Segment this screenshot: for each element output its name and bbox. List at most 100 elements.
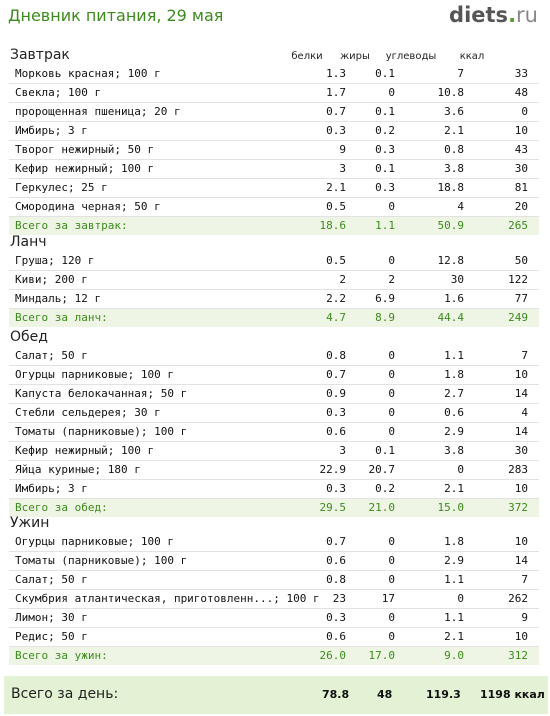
column-header-carbs: углеводы [385,51,437,62]
food-row[interactable]: Редис; 50 г 0.6 0 2.1 10 [9,628,539,647]
food-carbs-value: 1.6 [444,292,464,305]
meal-section: Завтрак белки жиры углеводы ккал Морковь крас… [0,45,550,235]
food-row[interactable]: Имбирь; 3 г 0.3 0.2 2.1 10 [9,122,539,141]
logo-dot: . [508,3,517,27]
food-carbs-value: 10.8 [437,86,465,99]
food-row[interactable]: Капуста белокачанная; 50 г 0.9 0 2.7 14 [9,385,539,404]
total-protein-value: 26.0 [319,649,347,662]
food-kcal-value: 14 [514,425,528,438]
food-fat-value: 0 [388,368,395,381]
food-protein-value: 2 [339,273,346,286]
food-kcal-value: 10 [514,535,528,548]
food-kcal-value: 50 [514,254,528,267]
food-carbs-value: 18.8 [437,181,465,194]
food-kcal-value: 30 [514,444,528,457]
food-kcal-value: 10 [514,482,528,495]
column-header-fat: жиры [340,51,370,62]
food-carbs-value: 2.9 [444,425,464,438]
food-row[interactable]: Творог нежирный; 50 г 9 0.3 0.8 43 [9,141,539,160]
food-row[interactable]: пророщенная пшеница; 20 г 0.7 0.1 3.6 0 [9,103,539,122]
food-carbs-value: 2.1 [444,630,464,643]
total-protein-value: 4.7 [326,311,346,324]
food-row[interactable]: Огурцы парниковые; 100 г 0.7 0 1.8 10 [9,533,539,552]
food-kcal-value: 10 [514,368,528,381]
food-kcal-value: 10 [514,630,528,643]
meal-header: Ланч [0,232,550,252]
food-kcal-value: 122 [508,273,528,286]
food-row[interactable]: Томаты (парниковые); 100 г 0.6 0 2.9 14 [9,423,539,442]
food-kcal-value: 30 [514,162,528,175]
food-row[interactable]: Киви; 200 г 2 2 30 122 [9,271,539,290]
food-carbs-value: 1.8 [444,535,464,548]
food-row[interactable]: Стебли сельдерея; 30 г 0.3 0 0.6 4 [9,404,539,423]
food-row[interactable]: Томаты (парниковые); 100 г 0.6 0 2.9 14 [9,552,539,571]
food-row[interactable]: Миндаль; 12 г 2.2 6.9 1.6 77 [9,290,539,309]
food-protein-value: 23 [332,592,346,605]
site-logo[interactable]: diets.ru [449,3,538,27]
total-carbs-value: 9.0 [444,649,464,662]
food-name: Салат; 50 г [15,573,88,586]
food-carbs-value: 1.1 [444,611,464,624]
food-row[interactable]: Лимон; 30 г 0.3 0 1.1 9 [9,609,539,628]
total-kcal-value: 265 [508,219,528,232]
food-protein-value: 1.3 [326,67,346,80]
food-protein-value: 0.3 [326,406,346,419]
food-fat-value: 0.1 [375,162,395,175]
food-name: Имбирь; 3 г [15,482,88,495]
logo-main: diets [449,3,509,27]
food-name: Свекла; 100 г [15,86,102,99]
food-row[interactable]: Морковь красная; 100 г 1.3 0.1 7 33 [9,65,539,84]
food-name: Томаты (парниковые); 100 г [15,425,188,438]
food-carbs-value: 1.8 [444,368,464,381]
food-protein-value: 0.3 [326,482,346,495]
food-protein-value: 0.6 [326,425,346,438]
food-protein-value: 0.9 [326,387,346,400]
food-carbs-value: 2.7 [444,387,464,400]
food-protein-value: 3 [339,162,346,175]
food-row[interactable]: Салат; 50 г 0.8 0 1.1 7 [9,571,539,590]
food-carbs-value: 0.6 [444,406,464,419]
food-name: Морковь красная; 100 г [15,67,161,80]
food-row[interactable]: Свекла; 100 г 1.7 0 10.8 48 [9,84,539,103]
food-name: Киви; 200 г [15,273,88,286]
food-carbs-value: 4 [457,200,464,213]
food-fat-value: 0.1 [375,444,395,457]
meal-total-label: Всего за обед: [15,501,108,514]
meal-section: Ланч Груша; 120 г 0.5 0 12.8 50 Киви; 200 г 2 2 3… [0,232,550,327]
food-row[interactable]: Огурцы парниковые; 100 г 0.7 0 1.8 10 [9,366,539,385]
food-row[interactable]: Имбирь; 3 г 0.3 0.2 2.1 10 [9,480,539,499]
column-header-protein: белки [291,51,323,62]
meal-header: Ужин [0,513,550,533]
food-fat-value: 0 [388,554,395,567]
food-fat-value: 0 [388,254,395,267]
food-row[interactable]: Кефир нежирный; 100 г 3 0.1 3.8 30 [9,442,539,461]
food-protein-value: 9 [339,143,346,156]
meal-total-label: Всего за ланч: [15,311,108,324]
food-protein-value: 0.7 [326,105,346,118]
food-row[interactable]: Смородина черная; 50 г 0.5 0 4 20 [9,198,539,217]
food-name: Кефир нежирный; 100 г [15,162,155,175]
meal-name: Завтрак [10,47,70,63]
food-carbs-value: 30 [450,273,464,286]
day-total-protein: 78.8 [322,688,350,701]
food-kcal-value: 9 [521,611,528,624]
day-total-kcal: 1198 ккал [480,688,545,701]
meal-name: Ланч [10,234,47,250]
food-name: Груша; 120 г [15,254,95,267]
food-row[interactable]: Салат; 50 г 0.8 0 1.1 7 [9,347,539,366]
food-row[interactable]: Скумбрия атлантическая, приготовленн...;… [9,590,539,609]
total-fat-value: 8.9 [375,311,395,324]
food-fat-value: 0 [388,387,395,400]
food-kcal-value: 4 [521,406,528,419]
food-fat-value: 17 [381,592,395,605]
food-row[interactable]: Груша; 120 г 0.5 0 12.8 50 [9,252,539,271]
meal-total-row: Всего за обед: 29.5 21.0 15.0 372 [9,499,539,517]
food-row[interactable]: Геркулес; 25 г 2.1 0.3 18.8 81 [9,179,539,198]
food-row[interactable]: Кефир нежирный; 100 г 3 0.1 3.8 30 [9,160,539,179]
food-protein-value: 0.8 [326,349,346,362]
food-row[interactable]: Яйца куриные; 180 г 22.9 20.7 0 283 [9,461,539,480]
food-name: Скумбрия атлантическая, приготовленн...;… [15,592,320,605]
meal-total-label: Всего за завтрак: [15,219,128,232]
food-protein-value: 0.7 [326,535,346,548]
food-name: Геркулес; 25 г [15,181,108,194]
